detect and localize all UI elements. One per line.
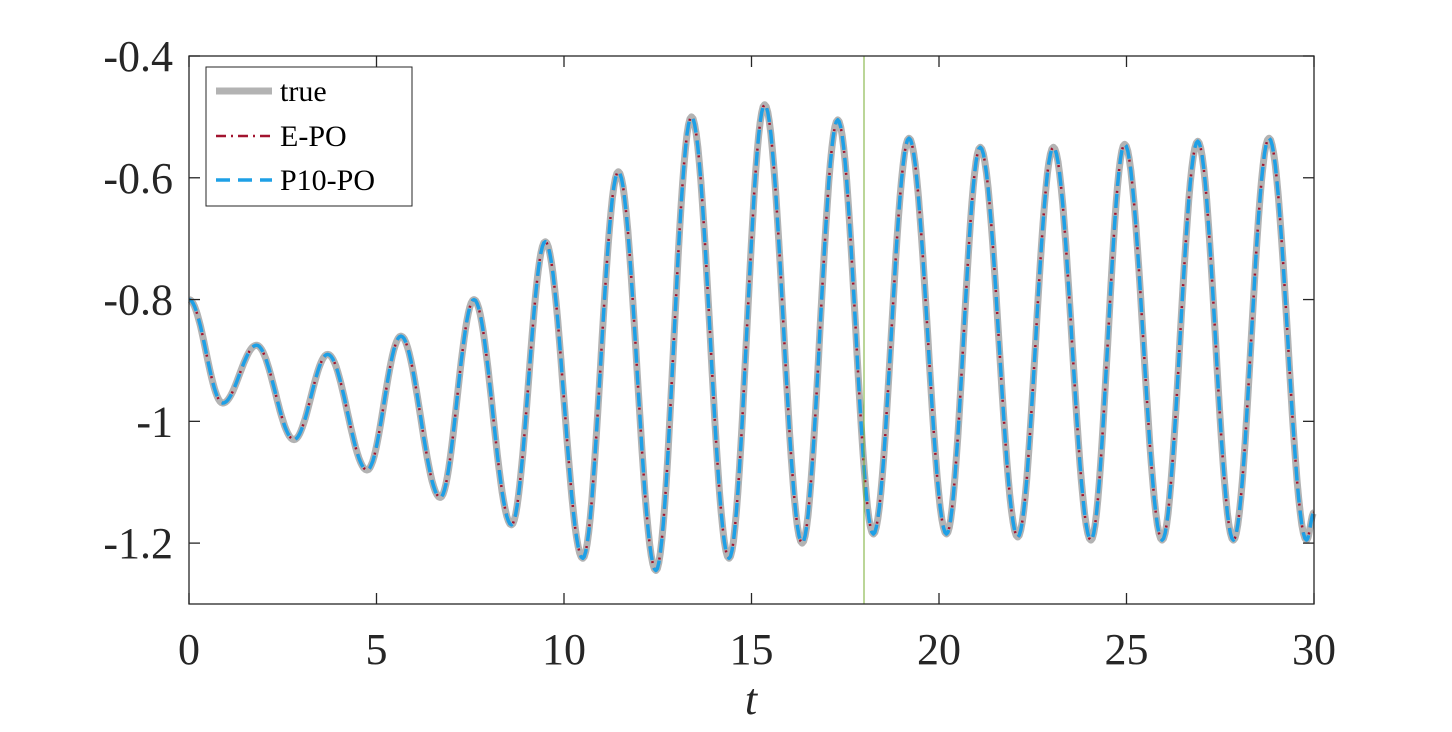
x-tick-label: 0 xyxy=(178,625,200,674)
y-tick-label: -0.4 xyxy=(103,32,173,81)
y-tick-label: -1 xyxy=(136,397,173,446)
x-tick-label: 15 xyxy=(730,625,774,674)
x-tick-label: 30 xyxy=(1292,625,1336,674)
legend: true E-PO P10-PO xyxy=(205,66,413,207)
x-axis-label: t xyxy=(745,675,759,724)
y-tick-label: -0.6 xyxy=(103,154,173,203)
x-tick-label: 20 xyxy=(917,625,961,674)
legend-label-true: true xyxy=(280,75,327,108)
ticks-layer: 0 5 10 15 20 25 30 -0.4 -0.6 -0.8 -1 -1.2 xyxy=(103,32,1336,674)
x-tick-label: 25 xyxy=(1105,625,1149,674)
series-line-p10-po xyxy=(188,102,1316,573)
series-layer xyxy=(186,101,1318,574)
legend-label-e-po: E-PO xyxy=(280,120,347,153)
y-tick-label: -1.2 xyxy=(103,519,173,568)
x-tick-label: 5 xyxy=(366,625,388,674)
y-tick-label: -0.8 xyxy=(103,276,173,325)
legend-label-p10-po: P10-PO xyxy=(280,164,375,197)
x-tick-label: 10 xyxy=(542,625,586,674)
